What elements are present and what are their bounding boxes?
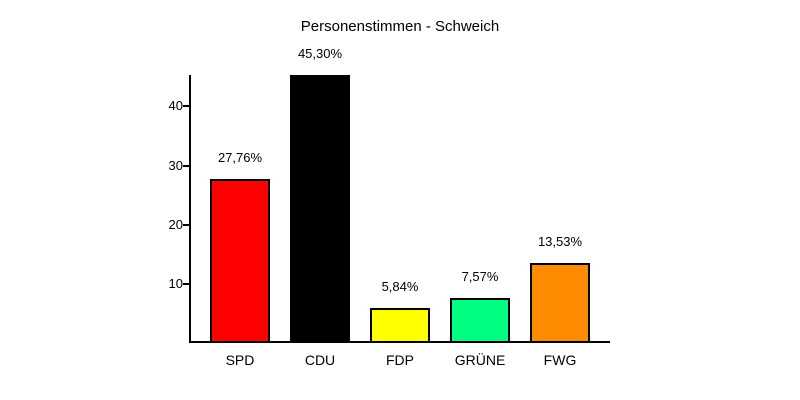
bar-value-label-cdu: 45,30% [297, 46, 343, 61]
y-axis-tick-label: 40 [168, 98, 183, 114]
bar-spd [210, 179, 270, 343]
bar-value-label-grne: 7,57% [461, 269, 499, 284]
y-axis-tick-mark [183, 282, 189, 285]
bar-fdp [370, 308, 430, 343]
bar-value-label-fdp: 5,84% [381, 279, 419, 294]
bar-value-label-spd: 27,76% [217, 150, 263, 165]
bar-grne [450, 298, 510, 343]
x-axis-category-label-fwg: FWG [543, 352, 577, 368]
x-axis-category-label-grne: GRÜNE [454, 352, 506, 368]
bar-cdu [290, 75, 350, 343]
x-axis-category-label-spd: SPD [225, 352, 255, 368]
x-axis-category-label-cdu: CDU [304, 352, 336, 368]
y-axis-tick-mark [183, 223, 189, 226]
y-axis-tick-mark [183, 105, 189, 108]
y-axis-tick-label: 10 [168, 275, 183, 291]
y-axis-tick-label: 20 [168, 216, 183, 232]
y-axis-tick-label: 30 [168, 157, 183, 173]
bar-fwg [530, 263, 590, 343]
chart-title: Personenstimmen - Schweich [300, 18, 500, 35]
x-axis-category-label-fdp: FDP [386, 352, 414, 368]
y-axis-tick-mark [183, 164, 189, 167]
bar-value-label-fwg: 13,53% [537, 234, 583, 249]
